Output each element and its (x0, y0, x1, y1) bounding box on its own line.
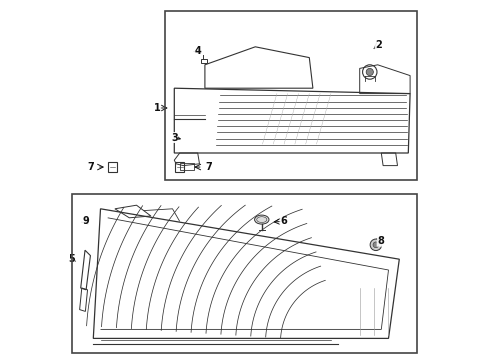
Circle shape (369, 239, 381, 251)
Text: 1: 1 (154, 103, 161, 113)
Text: 7: 7 (205, 162, 212, 172)
Bar (165, 11, 416, 180)
Circle shape (366, 68, 373, 76)
Text: 5: 5 (68, 254, 75, 264)
Text: 7: 7 (87, 162, 94, 172)
Ellipse shape (254, 215, 268, 224)
Bar (175, 162, 184, 172)
Text: 9: 9 (82, 216, 89, 226)
Bar (72, 194, 416, 353)
Text: 4: 4 (194, 46, 201, 56)
Circle shape (372, 242, 378, 248)
Text: 3: 3 (171, 132, 177, 143)
Bar (107, 162, 117, 172)
Text: 8: 8 (376, 236, 383, 246)
Bar (200, 59, 206, 63)
Text: 6: 6 (280, 216, 286, 226)
Text: 2: 2 (374, 40, 381, 50)
Bar (179, 163, 194, 170)
